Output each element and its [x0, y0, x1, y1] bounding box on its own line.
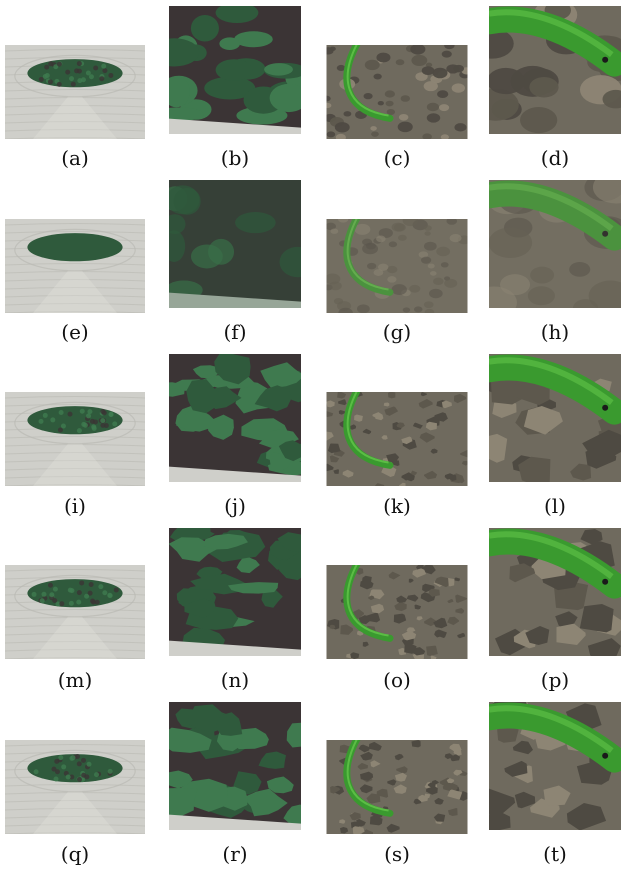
panel-image — [5, 565, 145, 659]
panel-image — [326, 219, 468, 313]
panel-caption: (d) — [540, 146, 570, 170]
panel-caption: (s) — [384, 842, 410, 866]
figure-panel: (n) — [160, 0, 310, 870]
panel-caption: (q) — [60, 842, 90, 866]
panel-image — [489, 354, 621, 482]
panel-image — [169, 354, 301, 482]
figure-panel: (q) — [0, 0, 150, 870]
panel-image — [326, 392, 468, 486]
panel-image — [5, 219, 145, 313]
panel-image — [489, 6, 621, 134]
panel-image — [326, 740, 468, 834]
panel-image — [5, 740, 145, 834]
panel-caption: (k) — [383, 494, 411, 518]
panel-image — [169, 180, 301, 308]
panel-caption: (e) — [61, 320, 89, 344]
panel-caption: (i) — [63, 494, 86, 518]
figure-panel: (i) — [0, 0, 150, 870]
figure-panel: (f) — [160, 0, 310, 870]
panel-caption: (f) — [223, 320, 247, 344]
panel-caption: (a) — [61, 146, 89, 170]
panel-caption: (g) — [382, 320, 412, 344]
panel-caption: (r) — [222, 842, 248, 866]
panel-image — [169, 702, 301, 830]
panel-image — [169, 528, 301, 656]
figure-panel: (d) — [480, 0, 622, 870]
panel-image — [5, 392, 145, 486]
panel-caption: (l) — [543, 494, 566, 518]
figure-panel: (t) — [480, 0, 622, 870]
panel-caption: (t) — [543, 842, 567, 866]
figure-panel: (h) — [480, 0, 622, 870]
panel-caption: (b) — [220, 146, 250, 170]
figure-panel: (l) — [480, 0, 622, 870]
panel-caption: (o) — [383, 668, 411, 692]
panel-caption: (j) — [224, 494, 246, 518]
figure-panel: (g) — [322, 0, 472, 870]
panel-caption: (n) — [220, 668, 250, 692]
figure-panel: (r) — [160, 0, 310, 870]
figure-panel: (c) — [322, 0, 472, 870]
figure-panel: (k) — [322, 0, 472, 870]
figure-panel: (a) — [0, 0, 150, 870]
panel-caption: (m) — [57, 668, 93, 692]
panel-image — [169, 6, 301, 134]
panel-image — [5, 45, 145, 139]
figure-panel: (b) — [160, 0, 310, 870]
panel-caption: (c) — [383, 146, 411, 170]
panel-image — [489, 180, 621, 308]
figure-panel: (j) — [160, 0, 310, 870]
figure-panel: (m) — [0, 0, 150, 870]
panel-image — [326, 45, 468, 139]
panel-caption: (p) — [540, 668, 570, 692]
figure-panel: (o) — [322, 0, 472, 870]
panel-image — [489, 528, 621, 656]
panel-image — [326, 565, 468, 659]
figure-panel: (p) — [480, 0, 622, 870]
figure-panel: (s) — [322, 0, 472, 870]
figure-panel: (e) — [0, 0, 150, 870]
panel-image — [489, 702, 621, 830]
panel-caption: (h) — [540, 320, 570, 344]
